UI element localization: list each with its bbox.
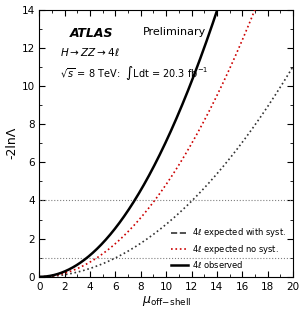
X-axis label: $\mu_{\rm off\!-\!shell}$: $\mu_{\rm off\!-\!shell}$ — [142, 295, 191, 308]
Text: $\sqrt{s}$ = 8 TeV:  $\int$Ldt = 20.3 fb$^{-1}$: $\sqrt{s}$ = 8 TeV: $\int$Ldt = 20.3 fb$… — [60, 64, 208, 82]
Text: Preliminary: Preliminary — [143, 27, 206, 37]
Text: ATLAS: ATLAS — [70, 27, 113, 40]
Legend: 4$\ell$ expected with syst., 4$\ell$ expected no syst., 4$\ell$ observed: 4$\ell$ expected with syst., 4$\ell$ exp… — [169, 224, 289, 273]
Y-axis label: -2lnΛ: -2lnΛ — [5, 127, 19, 159]
Text: $H \rightarrow ZZ \rightarrow 4\ell$: $H \rightarrow ZZ \rightarrow 4\ell$ — [60, 46, 120, 58]
